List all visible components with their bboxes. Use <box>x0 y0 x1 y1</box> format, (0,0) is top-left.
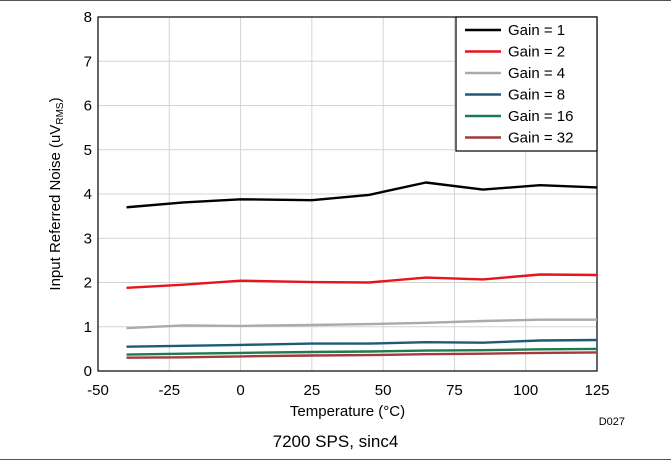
y-tick-label: 4 <box>84 186 92 203</box>
series-line-gain-1 <box>126 181 598 209</box>
y-tick-label: 3 <box>84 230 92 247</box>
y-tick-label: 8 <box>84 9 92 26</box>
legend-label-gain-32: Gain = 32 <box>508 130 573 147</box>
y-tick-labels: 0 1 2 3 4 5 6 7 8 <box>84 9 92 380</box>
x-tick-label: 50 <box>375 382 392 399</box>
series-line-gain-16 <box>126 347 598 356</box>
y-tick-label: 5 <box>84 142 92 159</box>
series-line-gain-4 <box>126 318 597 330</box>
x-tick-labels: -50 -25 0 25 50 75 100 125 <box>87 382 609 399</box>
y-tick-label: 7 <box>84 53 92 70</box>
chart-caption: 7200 SPS, sinc4 <box>272 432 399 451</box>
legend-label-gain-2: Gain = 2 <box>508 44 565 61</box>
series-line-gain-2 <box>126 273 598 289</box>
y-axis-label-close: ) <box>47 97 64 102</box>
top-rule <box>0 0 671 1</box>
legend-label-gain-4: Gain = 4 <box>508 65 565 82</box>
x-tick-label: -25 <box>158 382 180 399</box>
legend-label-gain-16: Gain = 16 <box>508 108 573 125</box>
x-tick-label: 100 <box>513 382 538 399</box>
figure-id: D027 <box>599 416 625 428</box>
y-axis-label-main: Input Referred Noise (uV <box>47 125 64 291</box>
series-line-gain-8 <box>126 338 598 348</box>
plot-frame <box>97 16 598 372</box>
legend: Gain = 1 Gain = 2 Gain = 4 Gain = 8 Gain = 1… <box>455 16 598 152</box>
x-axis-label: Temperature (°C) <box>290 403 405 420</box>
legend-label-gain-8: Gain = 8 <box>508 87 565 104</box>
y-tick-label: 2 <box>84 275 92 292</box>
y-tick-label: 1 <box>84 319 92 336</box>
series-lines <box>126 181 598 359</box>
x-tick-label: -50 <box>87 382 109 399</box>
y-tick-label: 6 <box>84 98 92 115</box>
legend-box <box>455 16 598 152</box>
series-line-gain-32 <box>126 351 598 359</box>
x-tick-label: 75 <box>446 382 463 399</box>
y-axis-label-subscript: RMS <box>55 102 66 125</box>
x-tick-label: 25 <box>304 382 321 399</box>
x-tick-label: 0 <box>236 382 244 399</box>
x-tick-label: 125 <box>584 382 609 399</box>
y-tick-label: 0 <box>84 363 92 380</box>
y-axis-label: Input Referred Noise (uVRMS) <box>47 97 66 290</box>
legend-label-gain-1: Gain = 1 <box>508 22 565 39</box>
